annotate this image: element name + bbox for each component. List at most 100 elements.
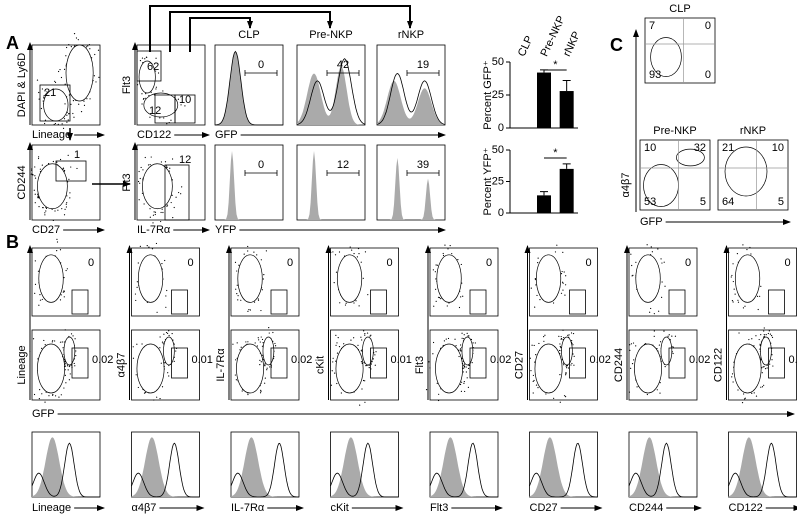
event-dot xyxy=(460,349,462,352)
panel-label: C xyxy=(610,35,623,55)
event-dot xyxy=(463,367,465,369)
event-dot xyxy=(759,344,761,346)
event-dot xyxy=(155,86,157,88)
event-dot xyxy=(145,56,148,58)
event-dot xyxy=(362,379,365,382)
event-dot xyxy=(561,281,564,283)
event-dot xyxy=(368,364,370,367)
event-dot xyxy=(366,332,369,334)
y-axis-label: α4β7 xyxy=(115,353,127,378)
event-dot xyxy=(149,164,151,166)
hist-title: Pre-NKP xyxy=(309,29,352,41)
event-dot xyxy=(674,335,677,337)
event-dot xyxy=(254,342,256,344)
gate-value: 0.02 xyxy=(92,354,113,366)
event-dot xyxy=(98,76,100,79)
event-dot xyxy=(139,177,141,180)
event-dot xyxy=(37,156,40,158)
event-dot xyxy=(567,334,569,336)
event-dot xyxy=(248,308,250,311)
event-dot xyxy=(141,57,144,59)
event-dot xyxy=(44,119,47,121)
event-dot xyxy=(458,349,460,351)
event-dot xyxy=(460,390,463,393)
event-dot xyxy=(339,302,341,304)
event-dot xyxy=(771,359,773,361)
event-dot xyxy=(85,46,88,48)
event-dot xyxy=(336,352,339,354)
event-dot xyxy=(753,392,755,394)
y-tick-label: 50 xyxy=(492,144,504,156)
event-dot xyxy=(33,189,35,191)
event-dot xyxy=(166,166,168,168)
event-dot xyxy=(149,116,151,118)
event-dot xyxy=(760,334,762,336)
error-bar xyxy=(562,79,571,92)
density xyxy=(234,245,267,313)
event-dot xyxy=(554,251,557,253)
gate xyxy=(39,84,71,122)
histogram-sample xyxy=(728,442,797,498)
gate xyxy=(270,289,288,315)
annotation: * xyxy=(553,147,558,159)
event-dot xyxy=(173,206,175,209)
event-dot xyxy=(41,298,43,301)
event-dot xyxy=(144,97,146,99)
event-dot xyxy=(166,289,168,292)
event-dot xyxy=(142,169,144,171)
event-dot xyxy=(66,111,68,114)
gate-value: 12 xyxy=(179,154,191,166)
event-dot xyxy=(543,336,545,338)
hist-title: rNKP xyxy=(398,29,424,41)
event-dot xyxy=(432,341,435,344)
x-axis-label: GFP xyxy=(215,129,238,141)
gate xyxy=(71,289,89,315)
event-dot xyxy=(63,341,65,343)
event-dot xyxy=(269,366,271,368)
event-dot xyxy=(361,362,363,365)
event-dot xyxy=(761,367,763,369)
event-dot xyxy=(161,386,164,388)
event-dot xyxy=(467,367,470,370)
event-dot xyxy=(563,336,565,339)
event-dot xyxy=(463,382,465,384)
event-dot xyxy=(751,392,753,394)
event-dot xyxy=(572,332,575,335)
event-dot xyxy=(54,210,56,212)
y-tick-label: 0 xyxy=(498,122,504,134)
y-axis-label: CD244 xyxy=(613,348,625,382)
contour xyxy=(535,254,562,303)
gate-value: 0.02 xyxy=(291,354,312,366)
event-dot xyxy=(177,98,179,100)
event-dot xyxy=(164,161,167,163)
event-dot xyxy=(34,202,36,204)
event-dot xyxy=(447,337,450,340)
event-dot xyxy=(256,254,258,256)
event-dot xyxy=(732,301,734,303)
event-dot xyxy=(168,330,170,332)
event-dot xyxy=(435,300,437,302)
event-dot xyxy=(34,166,36,168)
category-label: CLP xyxy=(516,34,536,58)
event-dot xyxy=(243,253,245,255)
event-dot xyxy=(535,354,537,356)
event-dot xyxy=(262,359,264,361)
event-dot xyxy=(335,271,338,273)
event-dot xyxy=(335,334,337,336)
event-dot xyxy=(62,347,64,349)
event-dot xyxy=(257,299,260,301)
event-dot xyxy=(259,364,261,366)
event-dot xyxy=(432,353,434,355)
event-dot xyxy=(664,285,666,287)
contour xyxy=(676,148,705,167)
event-dot xyxy=(70,103,72,105)
event-dot xyxy=(159,117,161,119)
bar xyxy=(537,72,551,128)
event-dot xyxy=(661,281,663,283)
event-dot xyxy=(443,340,445,342)
event-dot xyxy=(38,91,40,94)
event-dot xyxy=(144,58,146,60)
x-axis-label: Lineage xyxy=(32,129,71,141)
gate-value: 0.01 xyxy=(391,354,412,366)
density xyxy=(232,327,277,396)
